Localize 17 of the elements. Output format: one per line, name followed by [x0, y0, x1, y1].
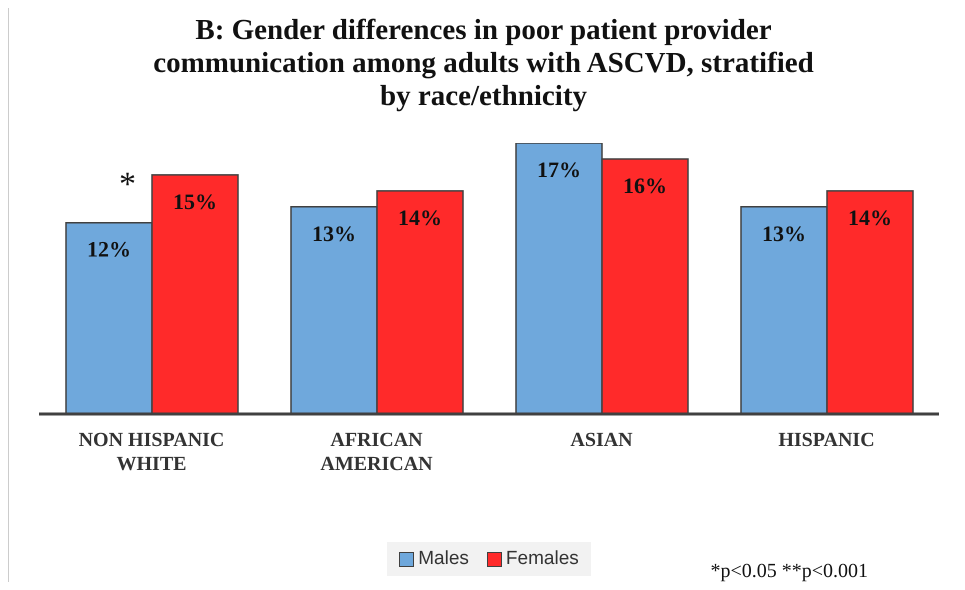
data-label: 14%: [398, 204, 442, 230]
legend-label: Males: [417, 548, 469, 570]
data-label: 14%: [848, 204, 892, 230]
data-label: 16%: [623, 172, 667, 198]
x-tick-label: NON HISPANIC WHITE: [78, 429, 224, 475]
data-label: 15%: [173, 188, 217, 214]
data-label: 12%: [87, 236, 131, 262]
annotation: *: [119, 166, 136, 203]
x-tick-label: AFRICAN AMERICAN: [320, 429, 434, 475]
data-label: 17%: [537, 157, 581, 182]
data-label: 13%: [312, 220, 356, 246]
text: *p<0.05 **p<0.001: [710, 560, 868, 583]
x-tick-label: ASIAN: [570, 429, 634, 451]
data-label: 13%: [762, 220, 806, 246]
legend-label: Females: [504, 548, 579, 570]
chart-title: B: Gender differences in poor patient provider communication among adults with ASCVD, stratified by race/ethnicity: [152, 14, 815, 113]
x-tick-label: HISPANIC: [778, 429, 875, 451]
